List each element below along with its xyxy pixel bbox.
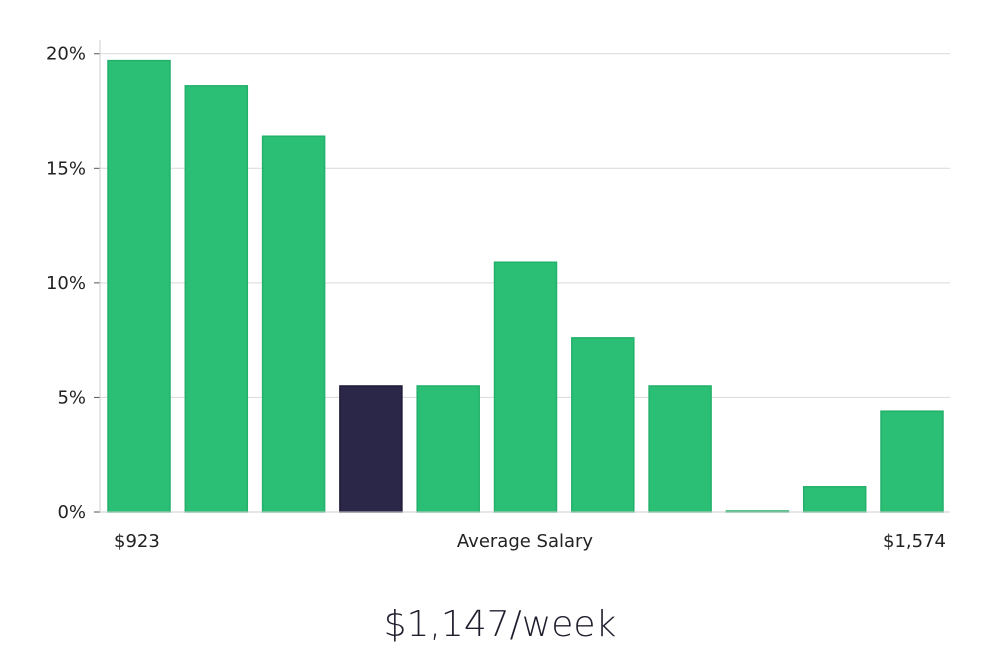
x-axis-title: Average Salary <box>457 531 594 552</box>
bar <box>184 85 249 513</box>
salary-histogram: 0% 5% 10% 15% 20% $923 Average Salary $1,574 <box>46 40 950 552</box>
bar-highlighted <box>339 385 403 513</box>
bar <box>880 410 944 513</box>
bar <box>416 385 480 513</box>
bar <box>493 261 558 513</box>
y-tick-label: 20% <box>46 44 86 65</box>
average-weekly-salary: $1,147/week <box>383 604 617 645</box>
bar <box>571 337 635 513</box>
bar <box>648 385 712 513</box>
bars <box>107 59 944 513</box>
bar <box>107 59 171 513</box>
x-min-label: $923 <box>114 531 160 552</box>
bar <box>802 486 867 513</box>
y-axis: 0% 5% 10% 15% 20% <box>46 44 100 523</box>
y-tick-label: 0% <box>57 502 86 523</box>
x-max-label: $1,574 <box>883 531 946 552</box>
y-tick-label: 15% <box>46 158 86 179</box>
bar <box>261 135 326 513</box>
y-tick-label: 5% <box>57 387 86 408</box>
y-tick-label: 10% <box>46 273 86 294</box>
